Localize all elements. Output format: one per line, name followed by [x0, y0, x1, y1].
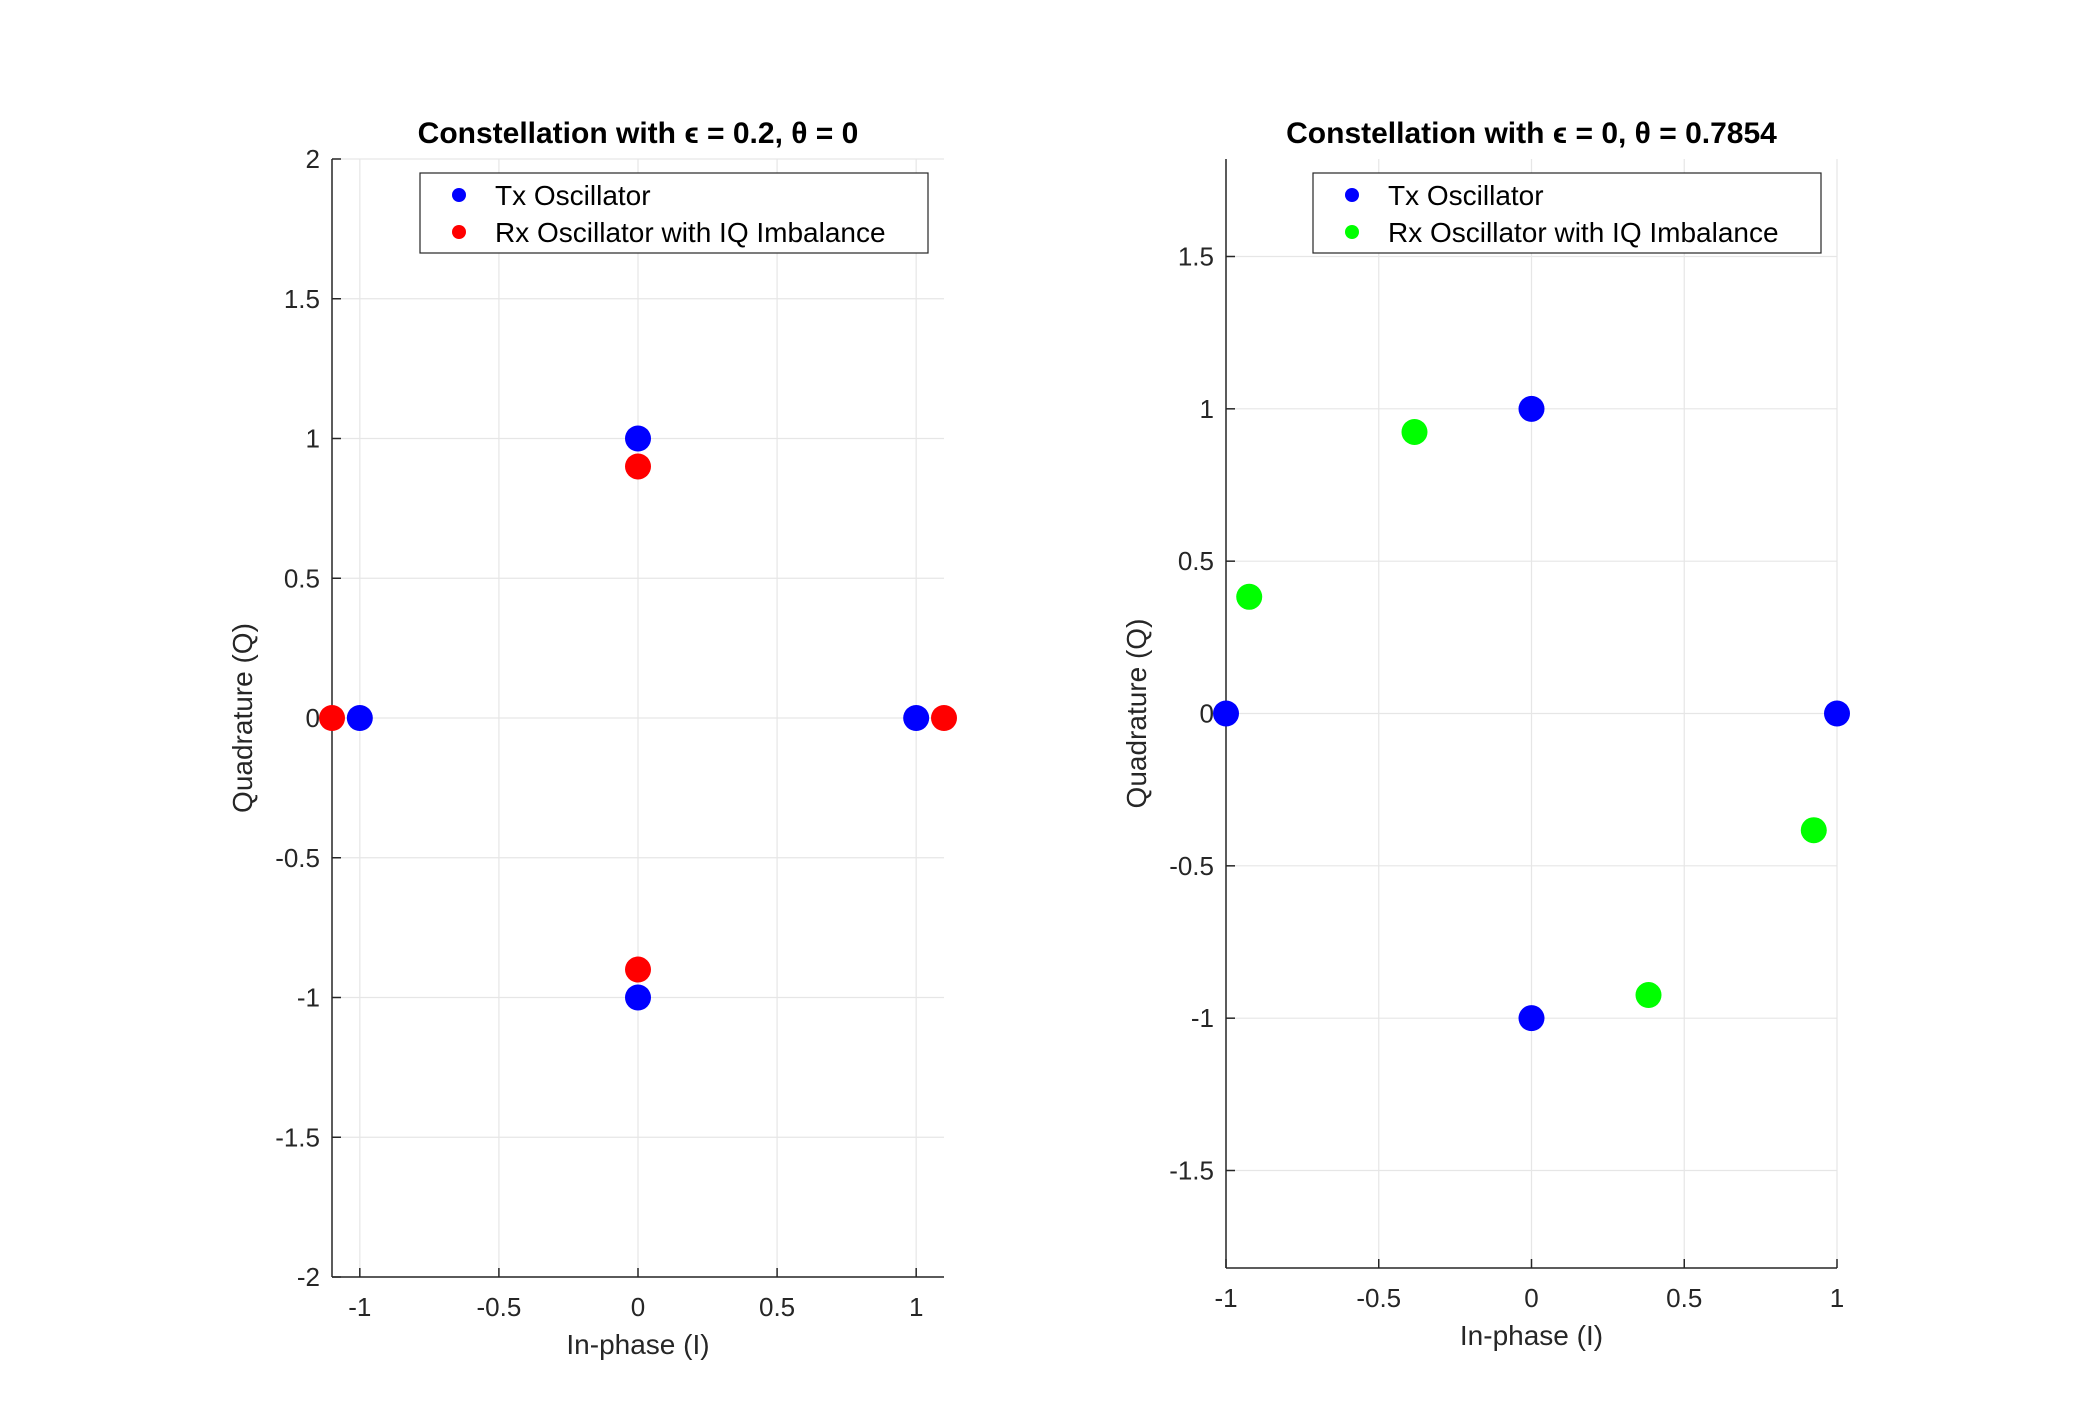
- x-tick-label: -1: [1214, 1283, 1237, 1313]
- rx-point: [625, 956, 651, 983]
- x-tick-label: -0.5: [1356, 1283, 1401, 1313]
- tx-point: [1518, 395, 1545, 422]
- legend-entry: Rx Oscillator with IQ Imbalance: [495, 217, 886, 248]
- legend-entry: Tx Oscillator: [495, 180, 651, 211]
- legend-marker: [452, 188, 466, 202]
- tx-point: [625, 984, 651, 1011]
- x-axis-label: In-phase (I): [1460, 1320, 1603, 1351]
- y-tick-label: 1: [1200, 394, 1214, 424]
- rx-point: [1401, 418, 1428, 445]
- tx-point: [1518, 1005, 1545, 1032]
- legend-entry: Tx Oscillator: [1388, 180, 1544, 211]
- y-tick-label: 2: [306, 144, 320, 174]
- tx-point: [1213, 700, 1239, 727]
- rx-point: [1236, 583, 1263, 610]
- legend-marker: [1345, 188, 1359, 202]
- x-tick-label: 0.5: [759, 1292, 795, 1322]
- y-tick-label: 0.5: [284, 563, 320, 593]
- y-tick-label: -1.5: [275, 1122, 320, 1152]
- rx-point: [319, 705, 345, 731]
- legend-box: [1312, 172, 1822, 254]
- y-tick-label: 0.5: [1178, 546, 1214, 576]
- x-tick-label: -1: [348, 1292, 371, 1322]
- tx-point: [1824, 700, 1850, 727]
- x-tick-label: 0: [1524, 1283, 1538, 1313]
- y-axis-label: Quadrature (Q): [1121, 619, 1152, 809]
- rx-point: [931, 705, 957, 731]
- x-axis-label: In-phase (I): [566, 1329, 709, 1360]
- legend-marker: [1345, 225, 1359, 239]
- rx-point: [1800, 817, 1827, 844]
- y-tick-label: -1: [1191, 1003, 1214, 1033]
- x-tick-label: -0.5: [477, 1292, 522, 1322]
- x-tick-label: 1: [909, 1292, 923, 1322]
- tx-point: [625, 425, 651, 452]
- y-tick-label: -1: [297, 983, 320, 1013]
- chart-title: Constellation with ϵ = 0, θ = 0.7854: [1286, 117, 1777, 150]
- y-tick-label: -1.5: [1169, 1156, 1214, 1186]
- x-tick-label: 0: [631, 1292, 645, 1322]
- y-tick-label: 0: [306, 703, 320, 733]
- y-tick-label: 1.5: [284, 284, 320, 314]
- legend-entry: Rx Oscillator with IQ Imbalance: [1388, 217, 1779, 248]
- y-axis-label: Quadrature (Q): [227, 623, 258, 813]
- y-tick-label: 1: [306, 424, 320, 454]
- chart-title: Constellation with ϵ = 0.2, θ = 0: [418, 117, 859, 150]
- y-tick-label: -0.5: [1169, 851, 1214, 881]
- rx-point: [1635, 982, 1662, 1009]
- y-tick-label: -0.5: [275, 843, 320, 873]
- tx-point: [346, 705, 373, 731]
- legend-box: [419, 172, 929, 254]
- rx-point: [625, 453, 651, 480]
- right-constellation-plot: -1 -0.5 0 0.5 1 -1.5 -1 -0.5 0 0.5 1 1.5 Constellati…: [1121, 117, 1850, 1351]
- y-tick-label: 0: [1200, 699, 1214, 729]
- legend-marker: [452, 225, 466, 239]
- left-constellation-plot: -1 -0.5 0 0.5 1 -2 -1.5 -1 -0.5 0 0.5 1 1.5 2 Constell…: [227, 117, 957, 1360]
- y-tick-label: 1.5: [1178, 241, 1214, 271]
- tx-point: [903, 705, 930, 731]
- x-tick-label: 0.5: [1666, 1283, 1702, 1313]
- y-tick-label: -2: [297, 1262, 320, 1292]
- x-tick-label: 1: [1830, 1283, 1844, 1313]
